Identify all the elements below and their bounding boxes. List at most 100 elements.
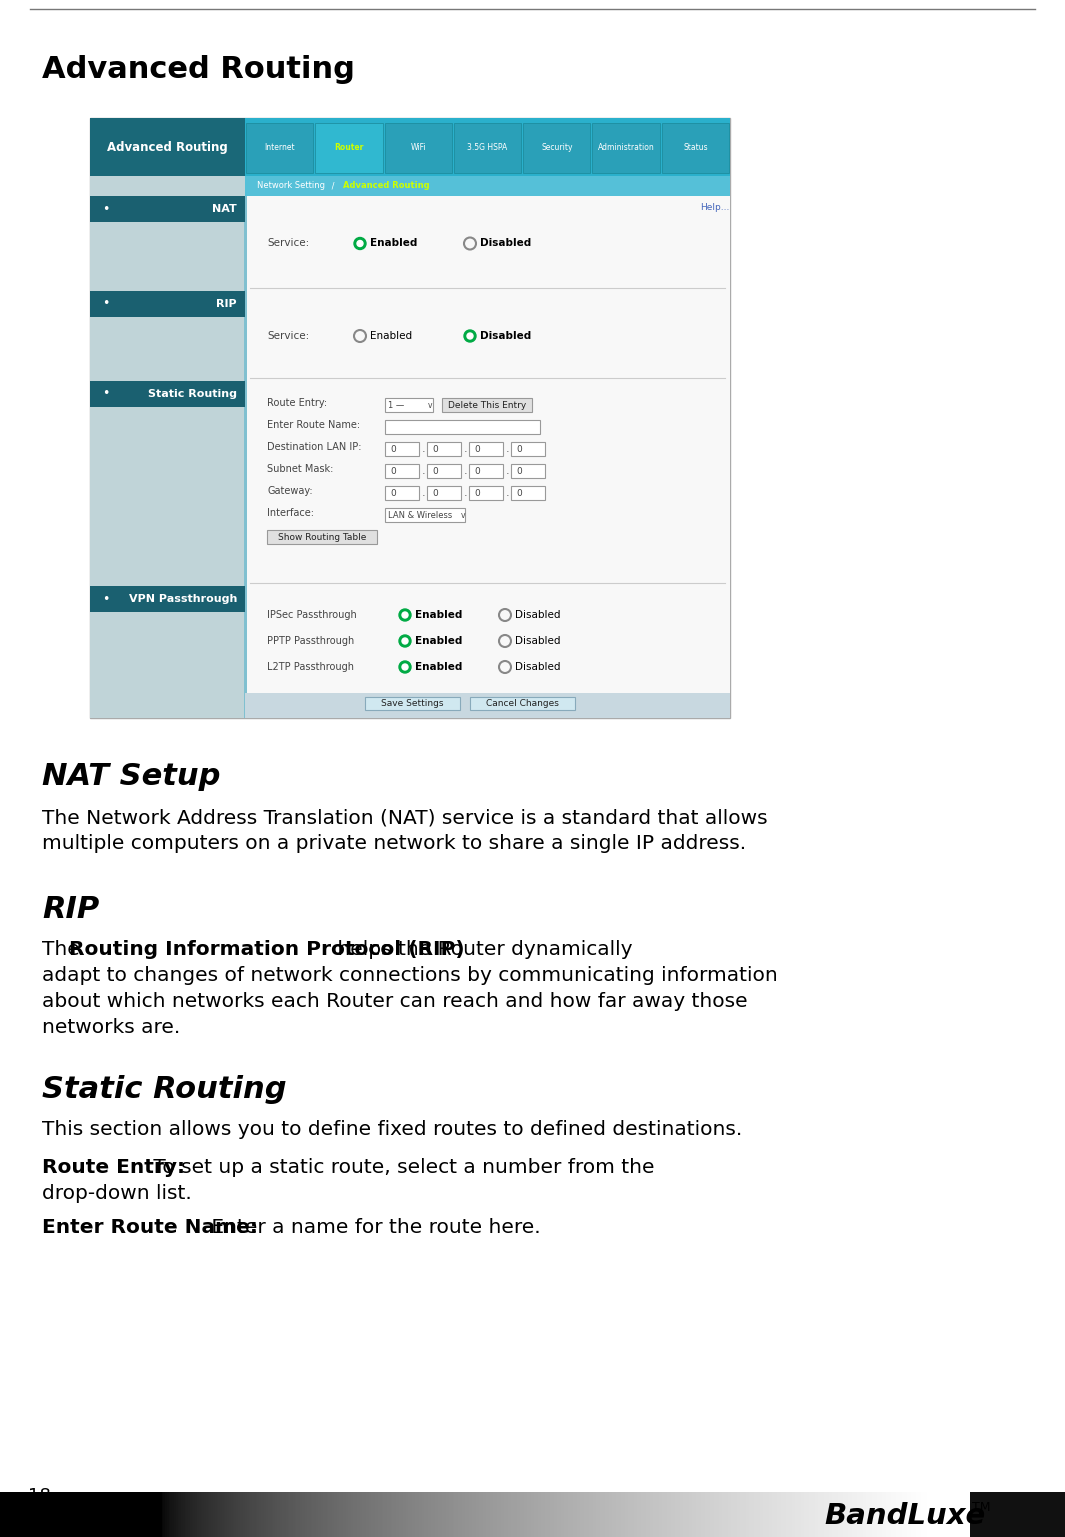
Bar xyxy=(384,123,452,174)
Bar xyxy=(304,1492,307,1537)
Bar xyxy=(125,1492,127,1537)
Text: RIP: RIP xyxy=(216,300,237,309)
Bar xyxy=(5,1492,9,1537)
Bar xyxy=(974,1492,978,1537)
Bar xyxy=(735,1492,738,1537)
Bar xyxy=(907,1492,910,1537)
Bar xyxy=(99,1492,102,1537)
Bar xyxy=(46,1492,49,1537)
Bar xyxy=(114,1492,116,1537)
Bar xyxy=(655,1492,658,1537)
Bar xyxy=(919,1492,922,1537)
Text: .: . xyxy=(464,444,468,453)
Text: Network Setting: Network Setting xyxy=(257,181,325,191)
Bar xyxy=(293,1492,296,1537)
Text: NAT Setup: NAT Setup xyxy=(42,762,220,792)
Bar xyxy=(545,1492,547,1537)
Bar xyxy=(538,1492,541,1537)
Text: /: / xyxy=(329,181,338,191)
Text: 0: 0 xyxy=(474,489,479,498)
Bar xyxy=(246,123,313,174)
Text: Static Routing: Static Routing xyxy=(148,389,237,400)
Bar xyxy=(91,612,245,696)
Bar xyxy=(258,1492,260,1537)
Bar xyxy=(554,1492,557,1537)
Bar xyxy=(133,1492,136,1537)
Bar xyxy=(970,1492,1065,1537)
Bar xyxy=(524,1492,526,1537)
Bar xyxy=(868,1492,871,1537)
Bar xyxy=(570,1492,573,1537)
Bar xyxy=(612,1492,616,1537)
Bar xyxy=(540,1492,542,1537)
Bar xyxy=(552,1492,555,1537)
Text: Advanced Routing: Advanced Routing xyxy=(108,140,228,154)
Bar xyxy=(940,1492,944,1537)
Bar xyxy=(609,1492,611,1537)
Bar xyxy=(646,1492,649,1537)
Bar xyxy=(410,1492,413,1537)
Bar xyxy=(658,1492,661,1537)
Bar xyxy=(445,1492,448,1537)
Bar xyxy=(987,1492,989,1537)
Bar xyxy=(841,1492,845,1537)
Text: Destination LAN IP:: Destination LAN IP: xyxy=(267,443,361,452)
Bar xyxy=(375,1492,377,1537)
Text: 1 —: 1 — xyxy=(388,401,405,409)
Bar xyxy=(529,1492,531,1537)
Bar xyxy=(472,1492,475,1537)
Bar xyxy=(972,1492,976,1537)
Text: Enter Route Name:: Enter Route Name: xyxy=(42,1217,258,1237)
Bar xyxy=(777,1492,781,1537)
Text: 0: 0 xyxy=(517,444,522,453)
Bar xyxy=(307,1492,310,1537)
Text: NAT: NAT xyxy=(212,204,237,214)
Bar xyxy=(109,1492,111,1537)
Bar xyxy=(332,1492,334,1537)
Text: .: . xyxy=(422,489,426,498)
Bar xyxy=(721,1492,723,1537)
Bar xyxy=(424,1492,427,1537)
Circle shape xyxy=(399,609,411,621)
Bar xyxy=(724,1492,727,1537)
Bar xyxy=(30,1492,33,1537)
Text: 3.5G HSPA: 3.5G HSPA xyxy=(468,143,508,152)
Bar xyxy=(1014,1492,1016,1537)
Text: helps the Router dynamically: helps the Router dynamically xyxy=(331,941,633,959)
Bar xyxy=(891,1492,894,1537)
Bar xyxy=(301,1492,305,1537)
Bar xyxy=(381,1492,384,1537)
Bar xyxy=(497,1492,499,1537)
Bar xyxy=(389,1492,392,1537)
Bar xyxy=(13,1492,15,1537)
Bar xyxy=(195,1492,198,1537)
Bar xyxy=(279,1492,281,1537)
Bar xyxy=(882,1492,885,1537)
Bar xyxy=(315,123,382,174)
Bar xyxy=(866,1492,869,1537)
Bar xyxy=(1063,1492,1065,1537)
Text: .: . xyxy=(422,466,426,476)
Bar xyxy=(88,1492,92,1537)
Bar xyxy=(650,1492,653,1537)
Text: multiple computers on a private network to share a single IP address.: multiple computers on a private network … xyxy=(42,835,747,853)
Bar xyxy=(259,1492,262,1537)
Text: IPSec Passthrough: IPSec Passthrough xyxy=(267,610,357,619)
Bar xyxy=(458,1492,461,1537)
Bar xyxy=(1004,1492,1007,1537)
Bar xyxy=(91,221,245,290)
Bar xyxy=(335,1492,339,1537)
Bar xyxy=(596,1492,600,1537)
Bar xyxy=(341,1492,344,1537)
Bar xyxy=(442,1492,445,1537)
Bar xyxy=(269,1492,273,1537)
Bar xyxy=(756,1492,759,1537)
Text: TM: TM xyxy=(972,1502,990,1514)
Bar xyxy=(632,1492,635,1537)
Text: Gateway:: Gateway: xyxy=(267,486,313,496)
Bar xyxy=(546,1492,550,1537)
Bar xyxy=(514,1492,518,1537)
Bar xyxy=(240,1492,243,1537)
Bar xyxy=(1015,1492,1018,1537)
Bar xyxy=(742,1492,744,1537)
